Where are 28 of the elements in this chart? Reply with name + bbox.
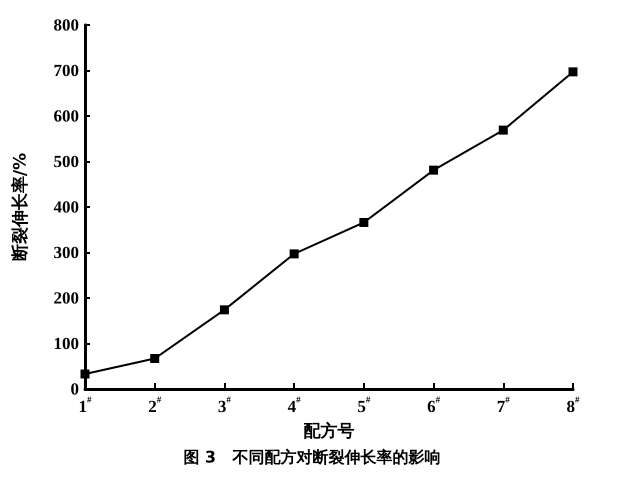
x-tick-label: 3# [218, 394, 232, 416]
x-tick-label: 6# [427, 394, 441, 416]
x-tick-label: 1# [78, 394, 92, 416]
point [80, 369, 90, 378]
point [429, 166, 438, 175]
point [290, 249, 299, 258]
x-axis-title: 配方号 [304, 422, 354, 442]
x-tick-label: 4# [288, 394, 302, 416]
y-axis-title: 断裂伸长率/% [10, 152, 30, 262]
x-tick-label: 2# [148, 394, 162, 416]
point [359, 218, 368, 227]
x-tick-label: 5# [357, 394, 371, 416]
y-tick-label: 600 [54, 106, 79, 126]
y-tick-label: 100 [54, 334, 79, 353]
y-tick-label: 0 [70, 380, 79, 398]
y-tick-label: 500 [54, 152, 79, 171]
point [568, 67, 578, 76]
x-tick-label: 7# [496, 394, 510, 416]
x-tick-label: 8# [566, 394, 580, 416]
y-tick-label: 300 [54, 243, 79, 262]
point [150, 354, 160, 364]
point [220, 305, 229, 314]
point [498, 126, 508, 135]
y-tick-label: 700 [54, 61, 79, 80]
text: 图 3 不同配方对断裂伸长率的影响 [183, 448, 441, 466]
y-tick-label: 400 [54, 198, 79, 216]
y-tick-label: 200 [54, 288, 79, 308]
y-tick-label: 800 [54, 16, 79, 34]
